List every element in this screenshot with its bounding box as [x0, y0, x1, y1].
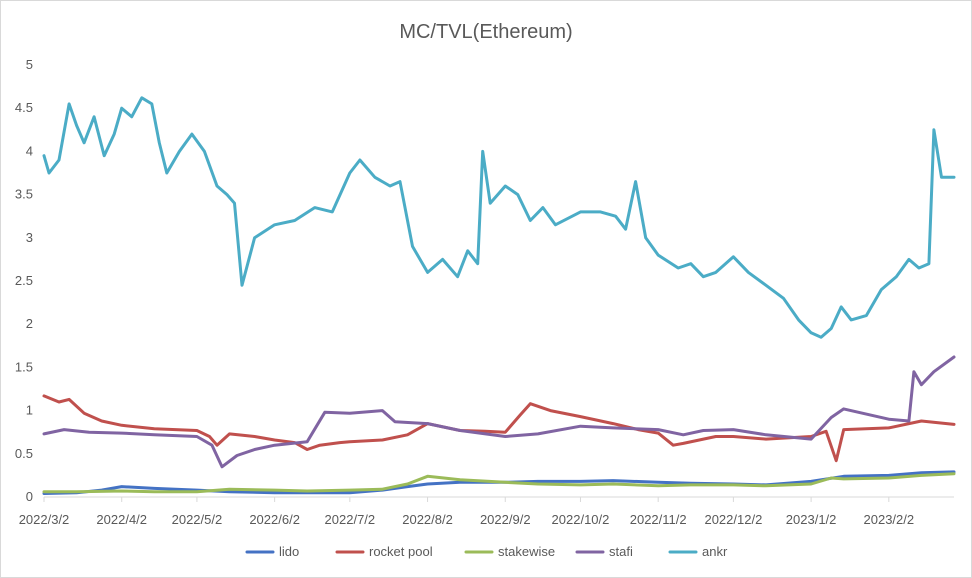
- x-tick-label: 2022/6/2: [249, 512, 300, 527]
- legend-label: ankr: [702, 544, 728, 559]
- y-tick-label: 3: [26, 230, 33, 245]
- y-tick-label: 3.5: [15, 187, 33, 202]
- y-tick-label: 1.5: [15, 359, 33, 374]
- y-tick-label: 0: [26, 489, 33, 504]
- y-tick-label: 5: [26, 57, 33, 72]
- y-tick-label: 2.5: [15, 273, 33, 288]
- x-tick-label: 2022/7/2: [325, 512, 376, 527]
- x-tick-label: 2022/12/2: [704, 512, 762, 527]
- x-tick-label: 2022/5/2: [172, 512, 223, 527]
- axes: 0 0.5 1 1.5 2 2.5 3 3.5 4 4.5 5 2022/3/2 2022/4/2 202…: [15, 57, 954, 527]
- legend-label: stakewise: [498, 544, 555, 559]
- y-tick-label: 0.5: [15, 446, 33, 461]
- x-tick-label: 2022/11/2: [630, 512, 687, 527]
- series-line-stafi: [42, 355, 956, 469]
- series-line-ankr: [42, 96, 956, 339]
- legend-label: rocket pool: [369, 544, 433, 559]
- x-tick-label: 2022/9/2: [480, 512, 531, 527]
- y-tick-label: 4: [26, 143, 33, 158]
- y-tick-label: 4.5: [15, 100, 33, 115]
- x-tick-label: 2023/1/2: [786, 512, 837, 527]
- legend: lido rocket pool stakewise stafi ankr: [245, 544, 728, 559]
- x-tick-label: 2022/3/2: [19, 512, 70, 527]
- series-line-stakewise: [42, 472, 956, 494]
- x-tick-label: 2022/10/2: [552, 512, 610, 527]
- legend-label: stafi: [609, 544, 633, 559]
- series-line-lido: [42, 470, 956, 495]
- x-tick-label: 2023/2/2: [864, 512, 915, 527]
- x-tick-label: 2022/4/2: [96, 512, 147, 527]
- x-tick-label: 2022/8/2: [402, 512, 453, 527]
- series-lines: [42, 96, 956, 495]
- y-tick-label: 1: [26, 403, 33, 418]
- y-tick-label: 2: [26, 316, 33, 331]
- legend-label: lido: [279, 544, 299, 559]
- chart-title: MC/TVL(Ethereum): [399, 21, 572, 43]
